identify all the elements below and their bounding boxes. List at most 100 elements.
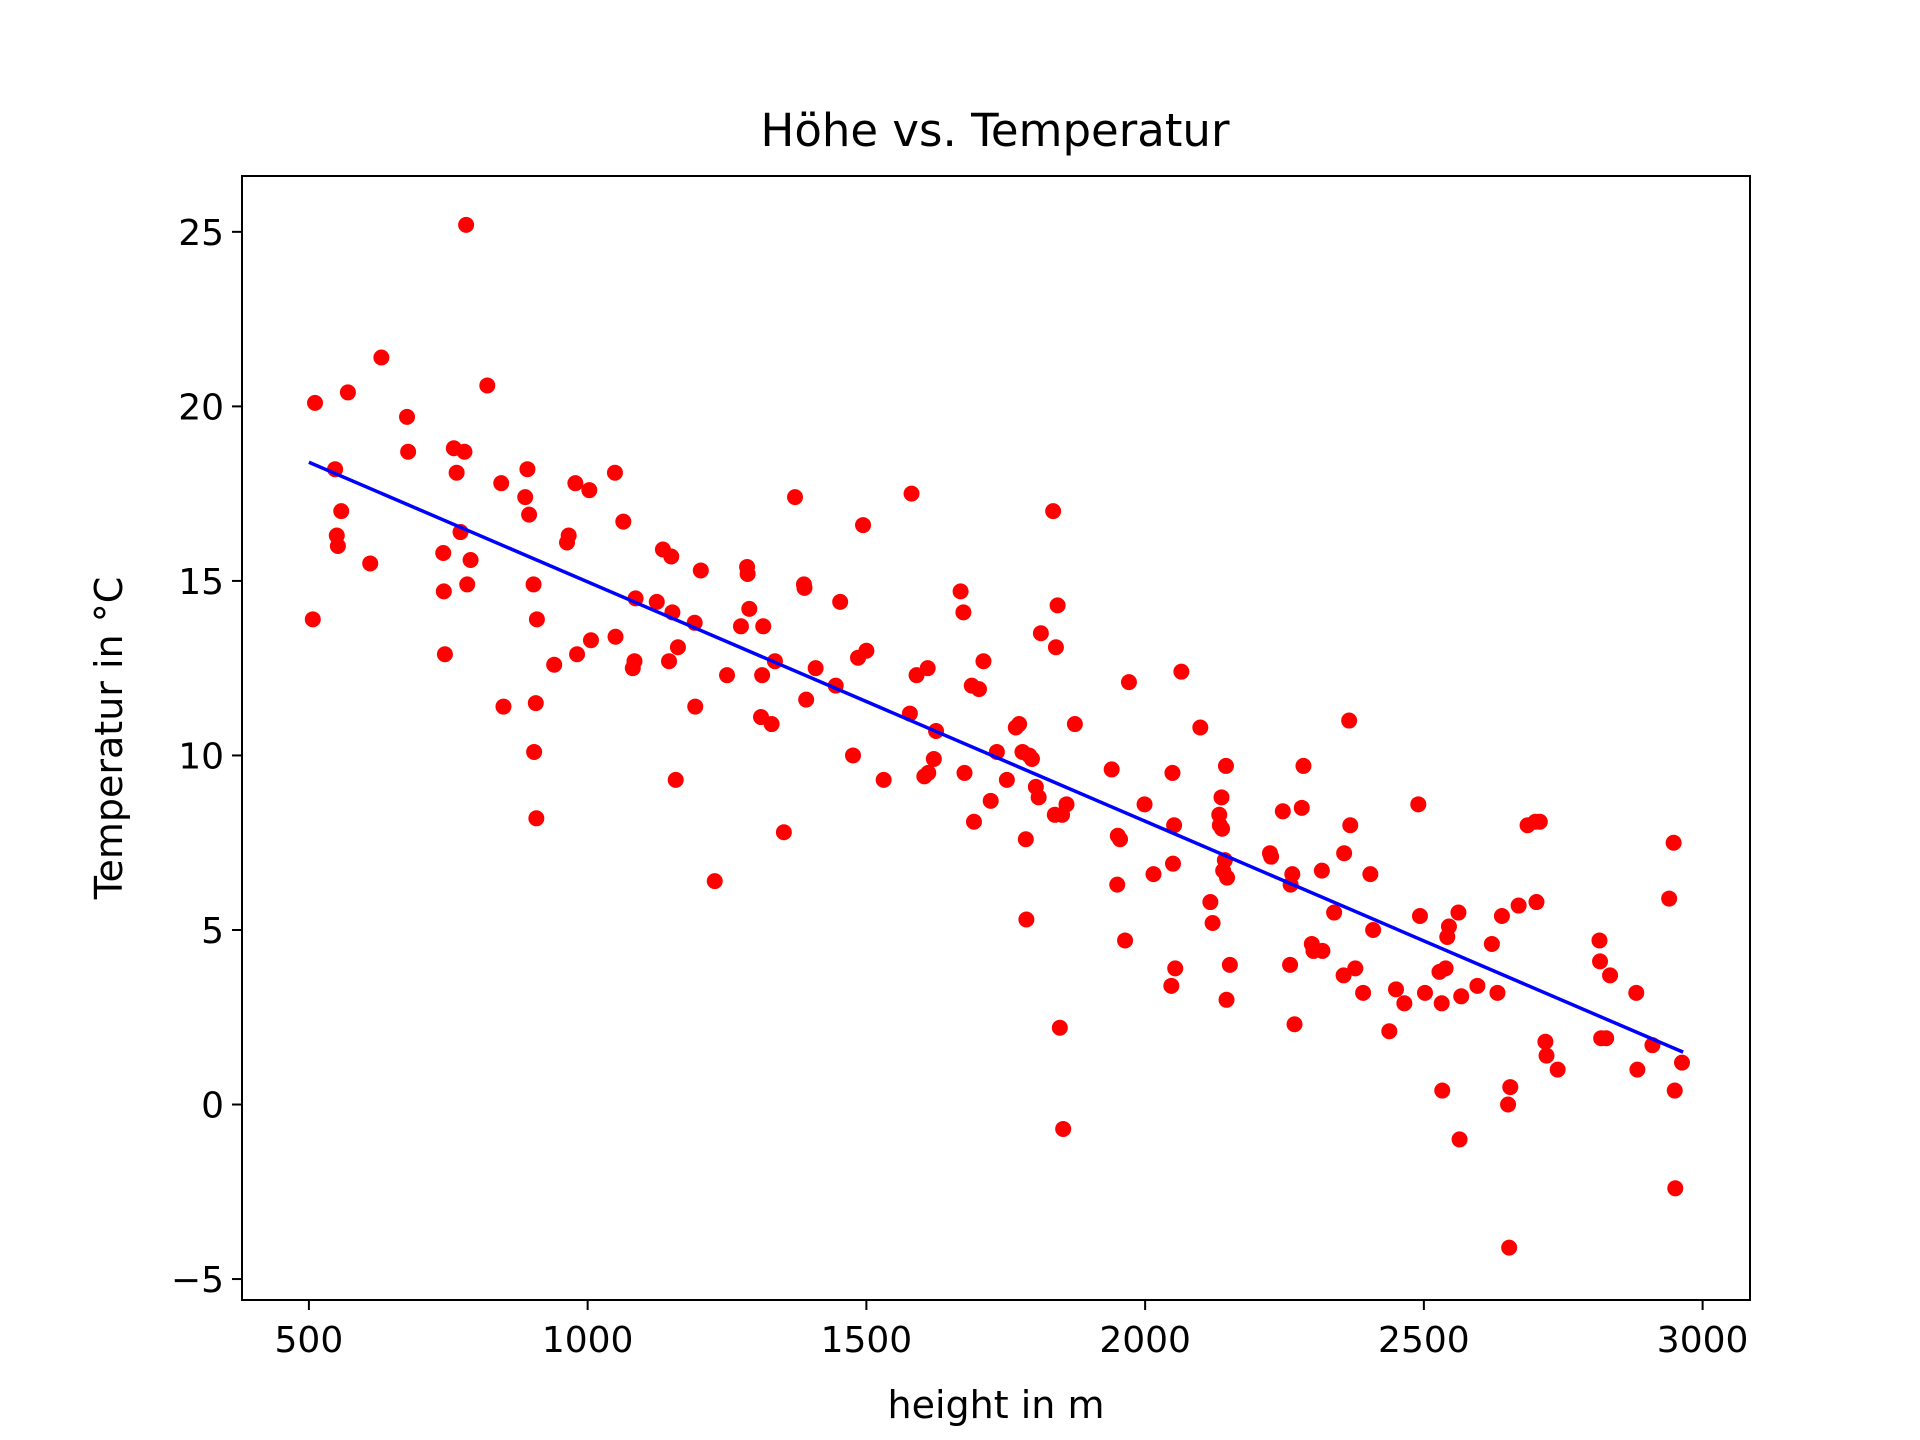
data-point [1629,1061,1646,1078]
data-point [1489,984,1506,1001]
data-point [1145,866,1162,883]
data-point [1667,1180,1684,1197]
data-point [1109,876,1126,893]
data-point [1218,991,1235,1008]
data-point [1314,942,1331,959]
data-point [615,513,632,530]
data-point [1112,831,1129,848]
data-point [754,667,771,684]
data-point [982,792,999,809]
data-point [832,593,849,610]
data-point [1365,921,1382,938]
x-tick-label: 2500 [1378,1320,1470,1361]
data-point [955,604,972,621]
data-point [692,562,709,579]
y-tick-label: 10 [178,736,224,777]
data-point [1032,625,1049,642]
data-point [448,464,465,481]
data-point [1011,716,1028,733]
data-point [1673,1054,1690,1071]
data-point [1282,956,1299,973]
data-point [1165,855,1182,872]
data-point [606,464,623,481]
data-point [648,593,665,610]
data-point [1295,757,1312,774]
data-point [1045,503,1062,520]
data-point [1531,813,1548,830]
data-point [687,698,704,715]
data-point [560,527,577,544]
data-point [1440,918,1457,935]
data-point [1192,719,1209,736]
x-tick-label: 2000 [1099,1320,1191,1361]
data-point [1381,1023,1398,1040]
data-point [920,764,937,781]
data-point [1396,995,1413,1012]
data-point [1628,984,1645,1001]
data-point [1202,894,1219,911]
data-point [521,506,538,523]
data-point [1483,935,1500,952]
data-point [519,461,536,478]
data-point [333,503,350,520]
data-point [755,618,772,635]
data-point [739,565,756,582]
data-point [1018,911,1035,928]
data-point [1017,831,1034,848]
data-point [1336,845,1353,862]
data-point [517,489,534,506]
data-point [875,771,892,788]
data-point [462,551,479,568]
plot-area [304,216,1690,1256]
data-point [1263,848,1280,865]
data-point [1538,1047,1555,1064]
data-point [339,384,356,401]
y-tick-label: 5 [201,911,224,952]
data-point [1666,1082,1683,1099]
y-axis-label: Temperatur in °C [87,577,131,901]
data-point [435,583,452,600]
data-point [582,632,599,649]
data-point [1164,764,1181,781]
data-point [1450,904,1467,921]
data-point [952,583,969,600]
data-point [526,743,543,760]
data-point [1437,960,1454,977]
y-tick-label: −5 [171,1260,224,1301]
data-point [525,576,542,593]
data-point [1030,789,1047,806]
data-point [965,813,982,830]
data-point [1591,932,1608,949]
data-point [1493,908,1510,925]
data-point [1163,977,1180,994]
data-point [903,485,920,502]
data-point [775,824,792,841]
data-point [998,771,1015,788]
data-point [1049,597,1066,614]
data-point [1166,817,1183,834]
data-point [661,653,678,670]
data-point [435,544,452,561]
data-point [329,538,346,555]
x-axis-label: height in m [888,1383,1105,1427]
data-point [667,771,684,788]
y-tick-label: 0 [201,1086,224,1127]
data-point [1661,890,1678,907]
data-point [858,642,875,659]
data-point [1355,984,1372,1001]
data-point [1221,956,1238,973]
data-point [1598,1030,1615,1047]
data-point [400,443,417,460]
data-point [975,653,992,670]
x-tick-label: 3000 [1657,1320,1749,1361]
data-point [1214,820,1231,837]
data-point [1293,799,1310,816]
data-point [1173,663,1190,680]
data-point [1051,1019,1068,1036]
data-point [1058,796,1075,813]
data-point [1537,1033,1554,1050]
data-point [1453,988,1470,1005]
data-point [1217,757,1234,774]
